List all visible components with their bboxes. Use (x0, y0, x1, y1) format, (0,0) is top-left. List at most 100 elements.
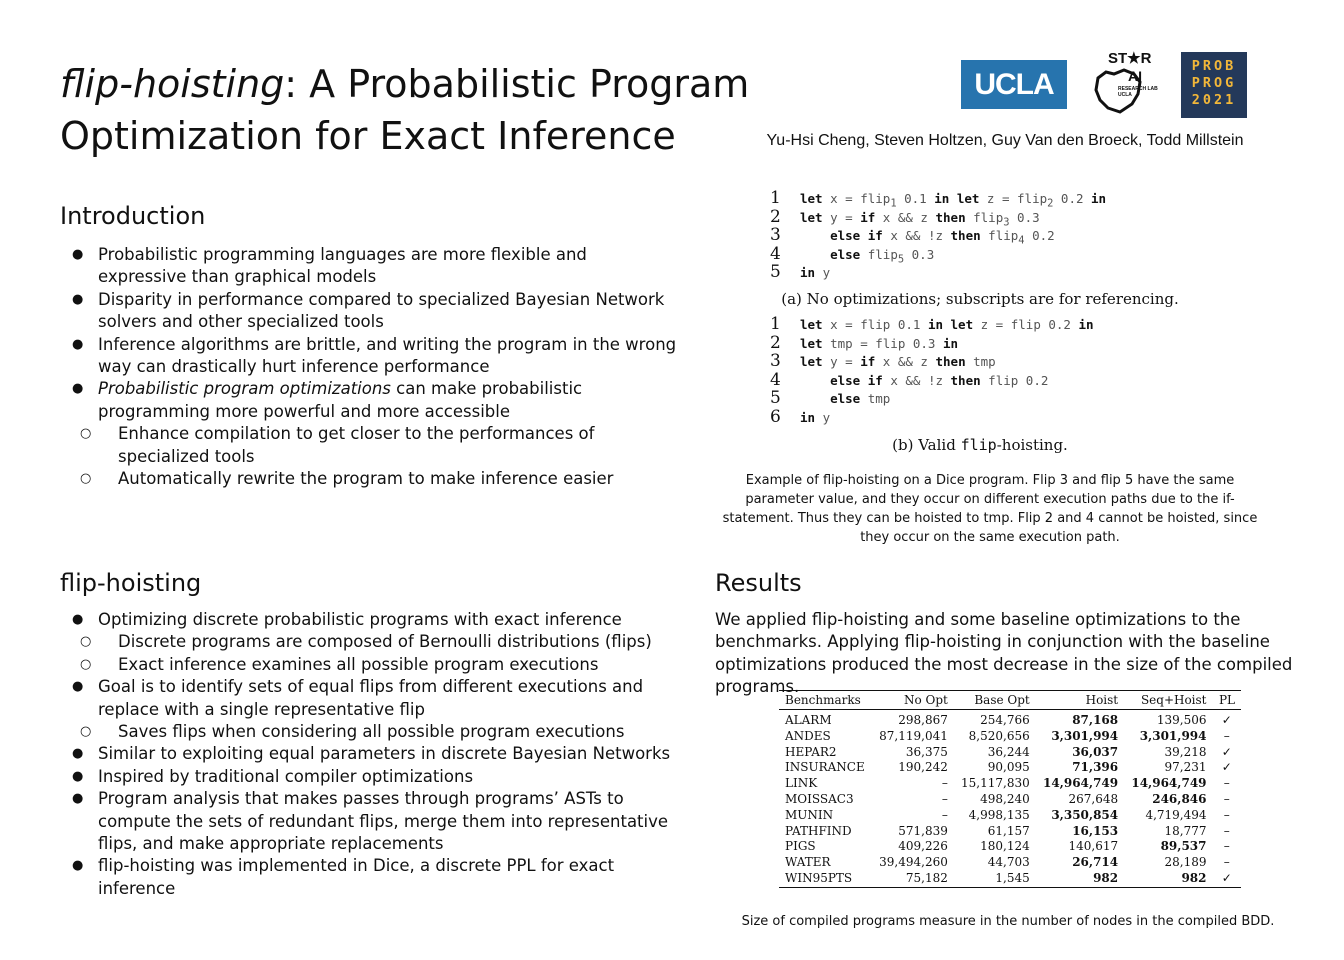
table-cell: 14,964,749 (1042, 776, 1119, 791)
intro-bullet-rest: can make probabilistic programming more … (98, 379, 583, 421)
table-cell: – (1223, 839, 1230, 854)
figure-caption: Example of flip-hoisting on a Dice progr… (722, 473, 1258, 545)
code-caption-b: (b) Valid flip-hoisting. (770, 436, 1190, 454)
table-row: PATHFIND 571,839 61,157 16,153 18,777 – (779, 824, 1241, 840)
table-cell: 982 (1035, 870, 1125, 888)
poster-title: flip-hoisting: A Probabilistic Program O… (60, 58, 760, 162)
code-caption-b-code: flip (960, 435, 997, 454)
probprog-line-1: PROB (1191, 58, 1237, 74)
col-header: Base Opt (953, 690, 1036, 710)
table-row: ALARM 298,867 254,766 87,168 139,506 ✓ (779, 710, 1241, 729)
flip-sub-bullet: Discrete programs are composed of Bernou… (60, 631, 680, 654)
table-cell: – (1223, 728, 1230, 743)
code-listing-b: 1 let x = flip 0.1 in let z = flip 0.2 in… (770, 313, 1094, 427)
table-cell: 4,719,494 (1145, 807, 1207, 822)
table-cell: 190,242 (898, 760, 948, 775)
title-italic: flip-hoisting (60, 62, 285, 106)
table-cell: ✓ (1221, 744, 1232, 759)
table-row: INSURANCE 190,242 90,095 71,396 97,231 ✓ (779, 760, 1241, 776)
results-table-body: ALARM 298,867 254,766 87,168 139,506 ✓ ANDES 87… (779, 710, 1241, 888)
benchmark-name-cell: HEPAR2 (785, 744, 837, 759)
table-cell: ✓ (1221, 760, 1232, 775)
table-cell: ✓ (1212, 870, 1241, 888)
benchmark-name-cell: WATER (785, 855, 831, 870)
table-cell: 87,168 (1072, 713, 1119, 727)
benchmark-name-cell: LINK (785, 776, 818, 791)
col-header: Benchmarks (779, 690, 873, 710)
table-cell: 298,867 (898, 713, 948, 727)
flip-heading: flip-hoisting (60, 569, 202, 597)
code-caption-b-post: -hoisting. (996, 435, 1068, 454)
intro-section: Probabilistic programming languages are … (60, 244, 680, 491)
table-cell: – (1223, 855, 1230, 870)
table-cell: – (941, 776, 948, 791)
table-cell: 409,226 (898, 839, 948, 854)
table-cell: 1,545 (953, 870, 1036, 888)
table-cell: 89,537 (1160, 839, 1207, 854)
col-header: Hoist (1035, 690, 1125, 710)
table-row: WIN95PTS 75,182 1,545 982 982 ✓ (779, 870, 1241, 888)
table-cell: 498,240 (980, 791, 1030, 806)
benchmark-name-cell: ANDES (785, 728, 831, 743)
probprog-logo: PROB PROG 2021 (1181, 52, 1247, 118)
table-cell: 87,119,041 (879, 728, 948, 743)
flip-bullet: Optimizing discrete probabilistic progra… (60, 609, 680, 677)
intro-sub-bullet: Automatically rewrite the program to mak… (60, 468, 680, 491)
benchmark-name-cell: INSURANCE (785, 760, 865, 775)
table-cell: 267,648 (1068, 791, 1119, 806)
table-cell: 180,124 (980, 839, 1030, 854)
flip-bullet: Program analysis that makes passes throu… (60, 788, 680, 855)
table-cell: 16,153 (1072, 823, 1119, 838)
table-cell: – (941, 791, 948, 806)
code-figure: 1 let x = flip1 0.1 in let z = flip2 0.2 … (770, 189, 1190, 454)
table-cell: 61,157 (987, 823, 1030, 838)
probprog-line-2: PROG (1191, 75, 1237, 91)
table-header-row: Benchmarks No Opt Base Opt Hoist Seq+Hoi… (779, 690, 1241, 710)
flip-bullet-text: Goal is to identify sets of equal flips … (98, 677, 644, 719)
table-cell: – (1223, 823, 1230, 838)
flip-bullet: Goal is to identify sets of equal flips … (60, 676, 680, 744)
starai-top-text: ST★R (1108, 50, 1152, 67)
table-cell: 36,037 (1072, 744, 1119, 759)
table-cell: 8,520,656 (968, 728, 1030, 743)
table-cell: 140,617 (1068, 839, 1119, 854)
table-cell: 97,231 (1164, 760, 1207, 775)
benchmark-name-cell: WIN95PTS (779, 870, 873, 888)
flip-bullet: flip-hoisting was implemented in Dice, a… (60, 855, 680, 900)
table-caption: Size of compiled programs measure in the… (741, 914, 1275, 929)
benchmark-name-cell: ALARM (785, 713, 832, 727)
col-header: No Opt (872, 690, 954, 710)
table-cell: – (1223, 791, 1230, 806)
table-cell: 15,117,830 (961, 776, 1030, 791)
code-caption-b-pre: (b) Valid (892, 435, 961, 454)
intro-sub-bullet: Enhance compilation to get closer to the… (60, 423, 680, 468)
table-cell: 71,396 (1072, 760, 1119, 775)
title-rest: : A Probabilistic Program Optimization f… (60, 62, 750, 158)
results-paragraph: We applied flip-hoisting and some baseli… (715, 610, 1293, 697)
flip-bullet-text: Optimizing discrete probabilistic progra… (98, 610, 622, 629)
intro-bullet: Probabilistic program optimizations can … (60, 378, 680, 490)
table-cell: 75,182 (872, 870, 954, 888)
table-cell: – (1223, 807, 1230, 822)
col-header: PL (1212, 690, 1241, 710)
table-row: LINK –15,117,830 14,964,749 14,964,749– (779, 776, 1241, 792)
table-cell: 36,375 (905, 744, 948, 759)
benchmark-name-cell: MUNIN (785, 807, 834, 822)
table-cell: 90,095 (987, 760, 1030, 775)
results-table-wrap: Benchmarks No Opt Base Opt Hoist Seq+Hoi… (779, 690, 1241, 888)
table-cell: 3,301,994 (1051, 728, 1119, 743)
starai-mid-text: AI (1128, 68, 1142, 84)
table-row: MUNIN – 4,998,135 3,350,854 4,719,494 – (779, 808, 1241, 824)
intro-heading: Introduction (60, 202, 206, 230)
flip-sub-bullet: Saves flips when considering all possibl… (60, 721, 680, 744)
table-cell: 39,494,260 (879, 855, 948, 870)
benchmark-name-cell: MOISSAC3 (785, 791, 854, 806)
ucla-logo: UCLA (961, 60, 1067, 109)
table-cell: 3,350,854 (1051, 807, 1119, 822)
benchmark-name-cell: PATHFIND (785, 823, 852, 838)
starai-logo: ST★R AI RESEARCH LAB UCLA (1084, 48, 1164, 120)
table-cell: 982 (1124, 870, 1213, 888)
flip-section: Optimizing discrete probabilistic progra… (60, 609, 680, 900)
table-cell: 18,777 (1164, 823, 1207, 838)
code-listing-a: 1 let x = flip1 0.1 in let z = flip2 0.2 … (770, 188, 1107, 283)
